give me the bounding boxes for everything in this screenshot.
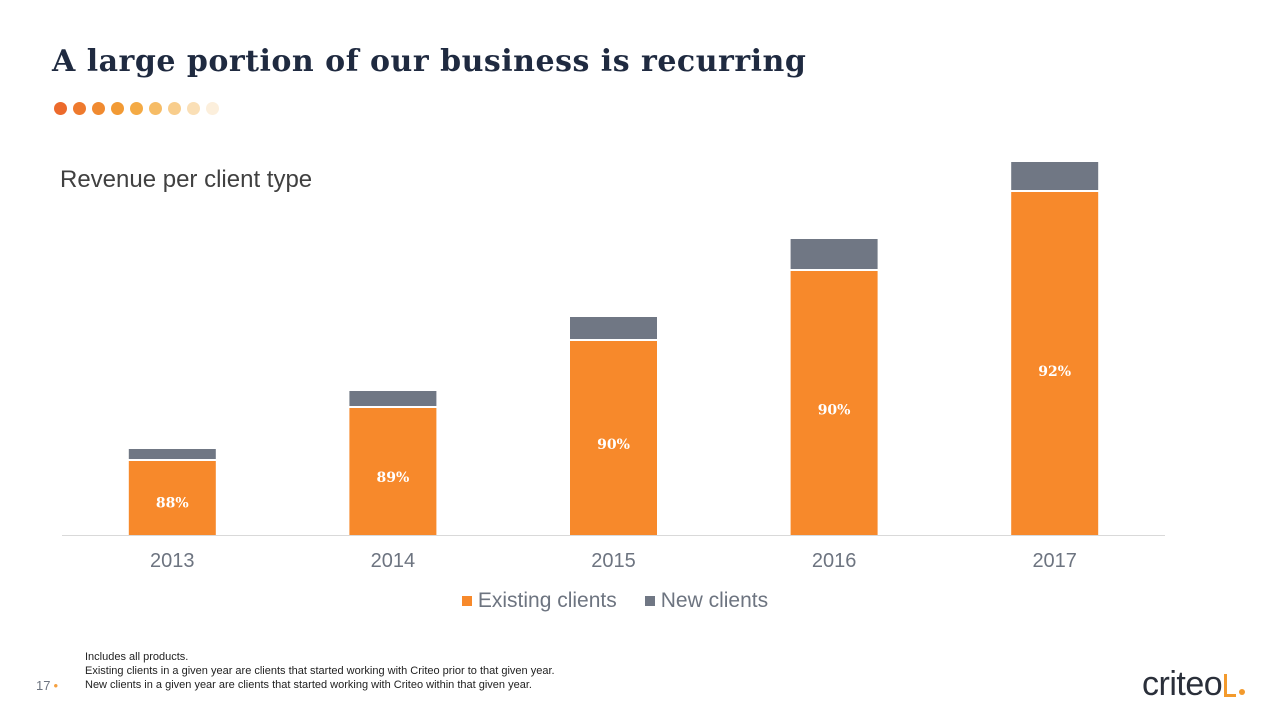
decorative-dot [206, 102, 219, 115]
legend-swatch-existing [461, 596, 472, 606]
page-dot-icon: • [53, 678, 59, 693]
footnotes: Includes all products. Existing clients … [85, 650, 555, 692]
decorative-dot [111, 102, 124, 115]
legend-label-existing: Existing clients [477, 589, 617, 612]
chart-title: Revenue per client type [60, 166, 313, 193]
bar-new-clients [1011, 162, 1099, 190]
bar-existing-clients [570, 341, 657, 535]
bar-existing-clients [1011, 192, 1099, 535]
decorative-dot [92, 102, 105, 115]
legend-item-new: New clients [644, 589, 769, 613]
decorative-dot [54, 102, 67, 115]
data-label: 90% [597, 437, 630, 453]
logo-bracket-icon [1224, 674, 1237, 697]
logo-dot-icon [1239, 689, 1246, 695]
decorative-dot [168, 102, 181, 115]
bar-new-clients [128, 449, 216, 459]
logo-text: criteo [1142, 665, 1223, 703]
page-number: 17 • [36, 678, 58, 693]
footnote-1: Includes all products. [85, 651, 189, 663]
decorative-dot [130, 102, 143, 115]
chart-legend: Existing clients New clients [0, 589, 1230, 613]
bar-new-clients [570, 317, 657, 339]
bar-existing-clients [790, 271, 878, 535]
decorative-dot [187, 102, 200, 115]
x-tick-label: 2016 [812, 550, 857, 572]
x-tick-label: 2013 [150, 550, 195, 572]
slide-title: A large portion of our business is recur… [52, 44, 807, 79]
criteo-logo: criteo [1142, 664, 1246, 704]
x-tick-label: 2017 [1032, 550, 1077, 572]
page-number-text: 17 [36, 678, 51, 693]
decorative-dot [73, 102, 86, 115]
data-label: 88% [156, 496, 189, 512]
legend-swatch-new [644, 596, 655, 606]
footnote-3: New clients in a given year are clients … [85, 679, 532, 691]
x-tick-label: 2014 [371, 550, 416, 572]
data-label: 90% [818, 403, 851, 419]
bar-existing-clients [349, 408, 437, 535]
bar-new-clients [790, 239, 878, 269]
decorative-dots [54, 102, 219, 115]
bar-new-clients [349, 391, 437, 406]
x-tick-label: 2015 [591, 550, 636, 572]
data-label: 89% [377, 470, 410, 486]
legend-item-existing: Existing clients [461, 589, 617, 613]
data-label: 92% [1038, 364, 1071, 380]
decorative-dot [149, 102, 162, 115]
legend-label-new: New clients [660, 589, 769, 612]
bar-existing-clients [128, 461, 216, 535]
footnote-2: Existing clients in a given year are cli… [85, 665, 555, 677]
